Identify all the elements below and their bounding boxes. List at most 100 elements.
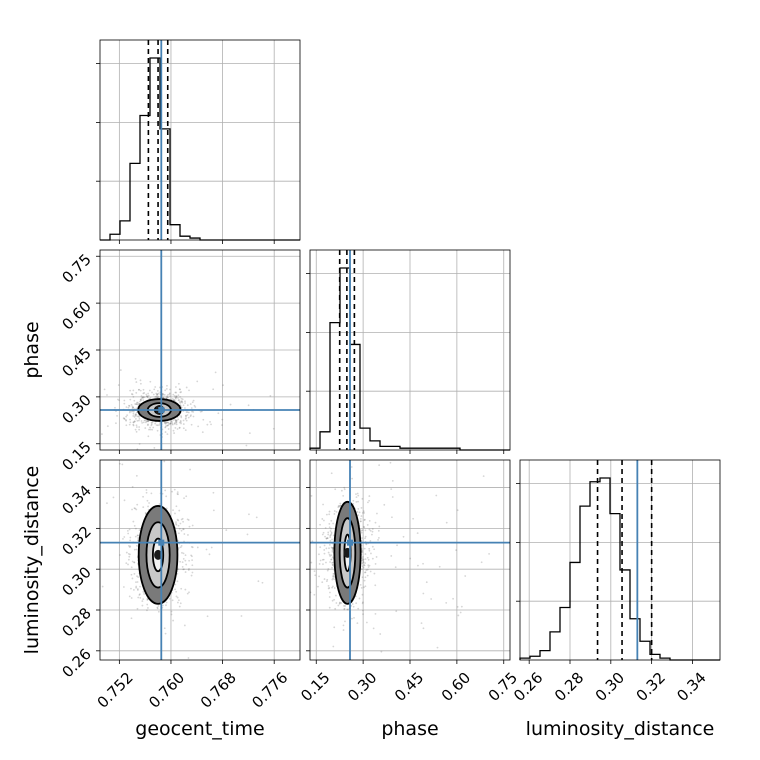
sample-point [138,443,141,445]
sample-point [127,406,130,409]
sample-point [133,507,136,510]
sample-point [357,500,359,503]
sample-point [221,418,224,421]
sample-point [537,489,539,491]
sample-point [371,545,374,548]
sample-point [147,420,149,423]
sample-point [190,545,193,548]
sample-point [156,390,159,392]
sample-point [185,414,187,417]
sample-point [221,424,223,426]
joint-panel-geocent-time-vs-phase [67,249,301,454]
sample-point [182,423,185,425]
sample-point [364,535,367,538]
sample-point [141,396,144,399]
sample-point [360,529,363,532]
sample-point [363,518,366,521]
sample-point [173,399,175,401]
sample-point [212,388,215,391]
sample-point [360,568,363,571]
sample-point [194,406,197,408]
sample-point [135,418,137,420]
sample-point [346,608,349,611]
sample-point [361,537,363,539]
sample-point [142,421,145,424]
sample-point [360,506,363,509]
sample-point [187,519,190,521]
sample-point [157,392,160,395]
sample-point [374,521,377,524]
sample-point [126,414,129,417]
sample-point [150,424,153,427]
sample-point [172,429,175,432]
joint-panel-content [67,250,300,450]
sample-point [156,606,159,609]
sample-point [172,393,175,396]
sample-point [445,601,448,604]
sample-point [248,432,251,435]
sample-point [164,632,167,635]
sample-point [135,407,138,410]
sample-point [93,409,95,411]
x-tick-label-phase: 0.30 [344,669,380,705]
sample-point [323,519,325,522]
sample-point [126,529,129,532]
sample-point [129,418,131,421]
sample-point [139,389,142,392]
sample-point [331,586,333,589]
sample-point [148,502,150,504]
sample-point [188,559,191,562]
sample-point [174,391,177,394]
sample-point [184,400,186,403]
sample-point [147,392,150,395]
sample-point [361,549,363,552]
sample-point [67,442,69,444]
sample-point [132,412,135,415]
sample-point [482,475,485,478]
sample-point [138,594,141,596]
sample-point [136,544,138,547]
sample-point [129,536,132,539]
panel-frame [309,459,511,661]
sample-point [117,398,119,401]
sample-point [135,424,138,427]
sample-point [166,433,169,436]
sample-point [329,530,332,532]
sample-point [174,420,177,423]
sample-point [175,391,178,394]
sample-point [146,424,149,427]
sample-point [422,562,424,565]
sample-point [156,393,159,396]
sample-point [136,403,139,406]
x-axis-label-luminosity-distance: luminosity_distance [526,718,715,740]
sample-point [180,518,183,521]
sample-point [131,407,134,410]
sample-point [145,489,148,491]
sample-point [138,428,141,431]
sample-point [164,425,167,428]
sample-point [190,554,192,557]
sample-point [149,397,152,399]
sample-point [128,546,131,549]
sample-point [128,595,131,598]
sample-point [179,522,182,525]
sample-point [130,403,133,406]
sample-point [362,558,365,561]
sample-point [327,568,330,570]
sample-point [362,561,365,564]
sample-point [142,506,145,509]
histogram-step-luminosity-distance [519,477,720,661]
sample-point [334,607,337,610]
sample-point [261,581,264,584]
sample-point [364,576,367,579]
sample-point [192,410,195,413]
sample-point [368,499,371,502]
sample-point [181,401,184,404]
sample-point [146,396,149,399]
sample-point [174,396,177,399]
sample-point [333,587,336,589]
sample-point [361,557,364,560]
sample-point [352,499,355,502]
sample-point [129,389,132,392]
sample-point [183,624,186,627]
